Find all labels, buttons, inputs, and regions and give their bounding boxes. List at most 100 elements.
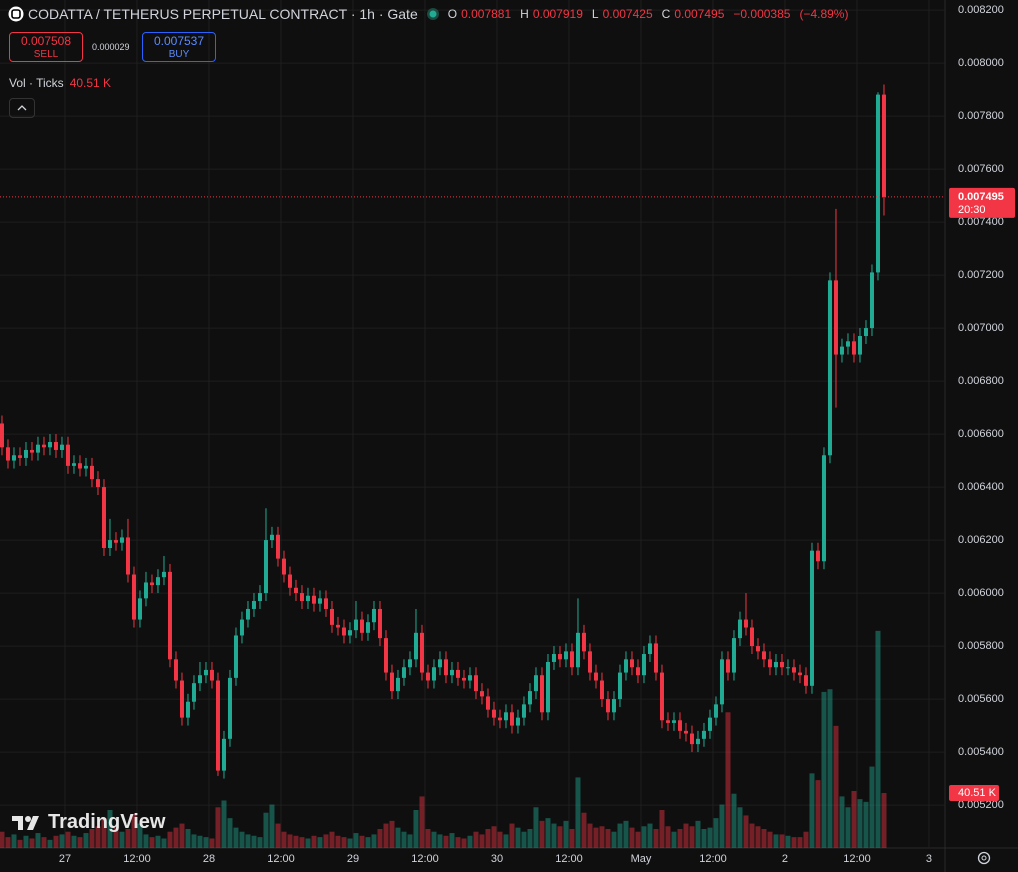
ohlc-letter: L: [591, 7, 599, 21]
sell-button[interactable]: 0.007508 SELL: [9, 32, 83, 62]
candle-body: [227, 677, 232, 739]
settings-button[interactable]: [974, 848, 994, 868]
candle-body: [689, 733, 694, 745]
volume-bar: [89, 829, 95, 848]
volume-bar: [689, 826, 695, 848]
volume-bar: [797, 837, 803, 848]
volume-bar: [137, 823, 143, 848]
volume-bar: [245, 834, 251, 848]
volume-bar: [125, 829, 131, 848]
candle-body: [671, 720, 676, 723]
candle-body: [47, 442, 52, 448]
volume-bar: [845, 807, 851, 848]
sell-label: SELL: [33, 49, 59, 60]
candle-body: [467, 675, 472, 681]
candle-body: [569, 651, 574, 668]
volume-bar: [557, 826, 563, 848]
candle-body: [287, 574, 292, 588]
candle-body: [557, 654, 562, 660]
volume-bar: [113, 827, 119, 848]
candle-body: [563, 651, 568, 660]
candle-body: [755, 646, 760, 652]
last-price-tag: [949, 187, 1015, 218]
y-tick-label: 0.005400: [958, 746, 1004, 758]
volume-bar: [299, 837, 305, 848]
volume-bar: [629, 827, 635, 848]
volume-bar: [527, 829, 533, 848]
volume-bar: [671, 831, 677, 848]
volume-bar: [203, 837, 209, 848]
volume-bar: [425, 829, 431, 848]
volume-bar: [479, 834, 485, 848]
volume-bar: [545, 818, 551, 848]
volume-bar: [293, 835, 299, 848]
volume-bars: [0, 630, 887, 848]
candle-body: [857, 336, 862, 355]
volume-bar: [575, 777, 581, 848]
candle-body: [317, 598, 322, 604]
buy-button[interactable]: 0.007537 BUY: [142, 32, 216, 62]
candle-body: [473, 675, 478, 692]
candle-body: [233, 635, 238, 678]
volume-bar: [485, 829, 491, 848]
volume-bar: [641, 826, 647, 848]
x-tick-label: 12:00: [699, 853, 727, 865]
candle-body: [701, 730, 706, 739]
x-tick-label: 28: [203, 853, 215, 865]
candle-body: [383, 638, 388, 673]
candle-body: [389, 672, 394, 692]
volume-bar: [881, 793, 887, 848]
candle-body: [875, 94, 880, 273]
volume-bar: [149, 837, 155, 848]
volume-bar: [5, 837, 11, 848]
candle-body: [371, 608, 376, 623]
y-tick-label: 0.008200: [958, 4, 1004, 16]
collapse-button[interactable]: [9, 98, 35, 118]
volume-bar: [725, 712, 731, 848]
volume-bar: [179, 823, 185, 848]
volume-bar: [221, 800, 227, 848]
volume-name: Vol · Ticks: [9, 76, 64, 90]
volume-bar: [305, 838, 311, 848]
candle-body: [275, 534, 280, 559]
volume-bar: [533, 807, 539, 848]
candle-body: [149, 582, 154, 586]
volume-bar: [605, 829, 611, 848]
volume-bar: [707, 827, 713, 848]
candle-body: [221, 738, 226, 771]
candle-body: [719, 659, 724, 705]
volume-bar: [803, 831, 809, 848]
y-tick-label: 0.006400: [958, 481, 1004, 493]
volume-bar: [869, 766, 875, 848]
x-tick-label: 29: [347, 853, 359, 865]
candle-body: [209, 669, 214, 681]
candle-body: [839, 346, 844, 355]
candle-body: [485, 696, 490, 710]
y-tick-label: 0.006600: [958, 428, 1004, 440]
volume-bar: [737, 807, 743, 848]
volume-bar: [251, 835, 257, 848]
volume-bar: [419, 796, 425, 848]
last-price-label: 0.007495: [958, 191, 1004, 203]
candle-body: [191, 683, 196, 702]
volume-bar: [119, 831, 125, 848]
x-tick-label: 27: [59, 853, 71, 865]
candle-body: [167, 571, 172, 660]
candle-body: [179, 680, 184, 718]
candle-body: [335, 624, 340, 628]
volume-bar: [581, 812, 587, 848]
candle-body: [395, 677, 400, 692]
candle-body: [35, 444, 40, 453]
x-tick-label: 2: [782, 853, 788, 865]
candle-body: [761, 651, 766, 660]
volume-bar: [713, 818, 719, 848]
candle-body: [245, 608, 250, 620]
candle-body: [59, 444, 64, 450]
volume-bar: [209, 838, 215, 848]
candle-body: [407, 659, 412, 668]
x-tick-label: 12:00: [123, 853, 151, 865]
buy-label: BUY: [168, 49, 190, 60]
candle-body: [683, 730, 688, 734]
candle-body: [89, 465, 94, 480]
